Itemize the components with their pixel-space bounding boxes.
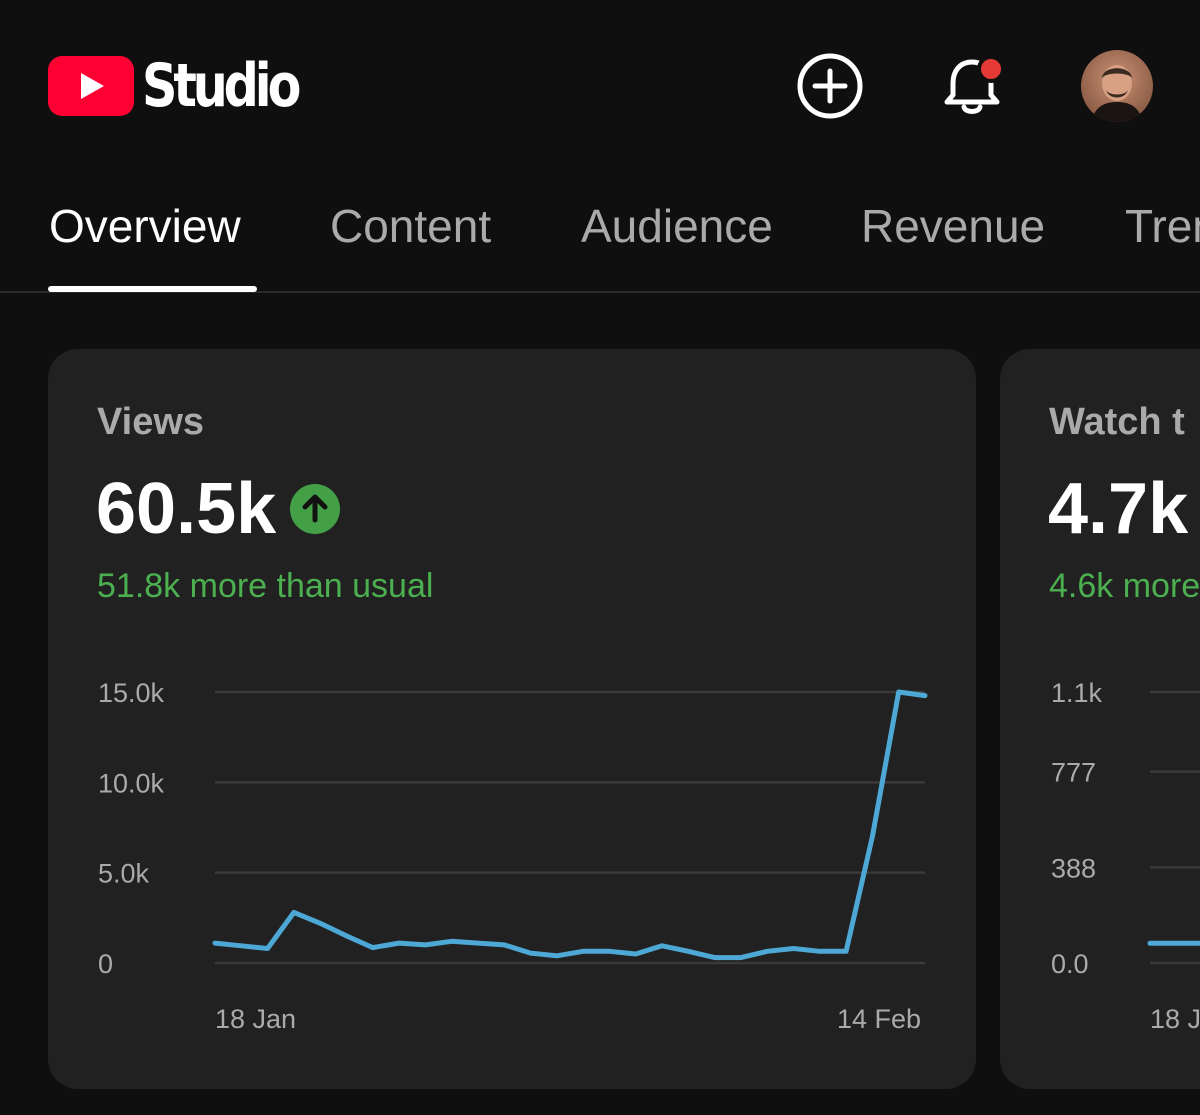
tab-overview[interactable]: Overview (49, 200, 241, 252)
views-chart-y-tick-label: 0 (98, 949, 113, 979)
views-chart: 15.0k 10.0k 5.0k 0 18 Jan 14 Feb (98, 678, 928, 1034)
views-chart-x-tick-label: 18 Jan (215, 1004, 296, 1034)
watch-time-chart-y-tick-label: 0.0 (1051, 949, 1089, 979)
create-button[interactable] (794, 50, 866, 122)
user-avatar[interactable] (1081, 50, 1153, 122)
watch-time-label: Watch t (1049, 401, 1185, 443)
tab-revenue[interactable]: Revenue (861, 200, 1046, 252)
notifications-button[interactable] (936, 50, 1008, 122)
watch-time-chart: 1.1k 777 388 0.0 18 J (1051, 678, 1200, 1034)
views-delta: 51.8k more than usual (97, 567, 434, 605)
arrow-up-icon (290, 484, 341, 534)
views-chart-y-tick-label: 5.0k (98, 859, 150, 889)
views-chart-y-tick-label: 10.0k (98, 768, 165, 798)
watch-time-chart-y-tick-label: 388 (1051, 853, 1096, 883)
tab-content[interactable]: Content (330, 200, 492, 252)
app-name: Studio (142, 51, 301, 121)
notification-dot (977, 55, 1005, 83)
views-label: Views (97, 401, 205, 443)
views-chart-series-line (212, 689, 928, 961)
watch-time-card[interactable]: Watch t 4.7k 4.6k more 1.1k 777 388 0.0 18 J (1000, 349, 1200, 1089)
watch-time-value: 4.7k (1048, 469, 1189, 549)
watch-time-value-row: 4.7k (1048, 467, 1188, 551)
views-card[interactable]: Views 60.5k 51.8k more than usual 15.0k 1… (48, 349, 976, 1089)
watch-time-chart-y-tick-label: 1.1k (1051, 678, 1103, 708)
active-tab-indicator (48, 286, 257, 292)
tab-bar: Overview Content Audience Revenue Tren (0, 170, 1200, 293)
youtube-play-logo-icon (48, 56, 134, 116)
views-value: 60.5k (96, 469, 277, 549)
views-value-row: 60.5k (96, 467, 341, 551)
tab-trends[interactable]: Tren (1125, 200, 1200, 252)
app-header: Studio (0, 0, 1200, 170)
tab-audience[interactable]: Audience (581, 200, 773, 252)
plus-circle-icon (797, 53, 863, 119)
user-avatar-icon (1081, 50, 1153, 122)
views-chart-y-tick-label: 15.0k (98, 678, 165, 708)
youtube-studio-logo[interactable]: Studio (48, 56, 331, 116)
watch-time-chart-y-tick-label: 777 (1051, 758, 1096, 788)
watch-time-chart-x-tick-label: 18 J (1150, 1004, 1200, 1034)
views-chart-x-tick-label: 14 Feb (837, 1004, 921, 1034)
watch-time-delta: 4.6k more (1049, 567, 1200, 605)
bell-icon (944, 55, 1005, 114)
